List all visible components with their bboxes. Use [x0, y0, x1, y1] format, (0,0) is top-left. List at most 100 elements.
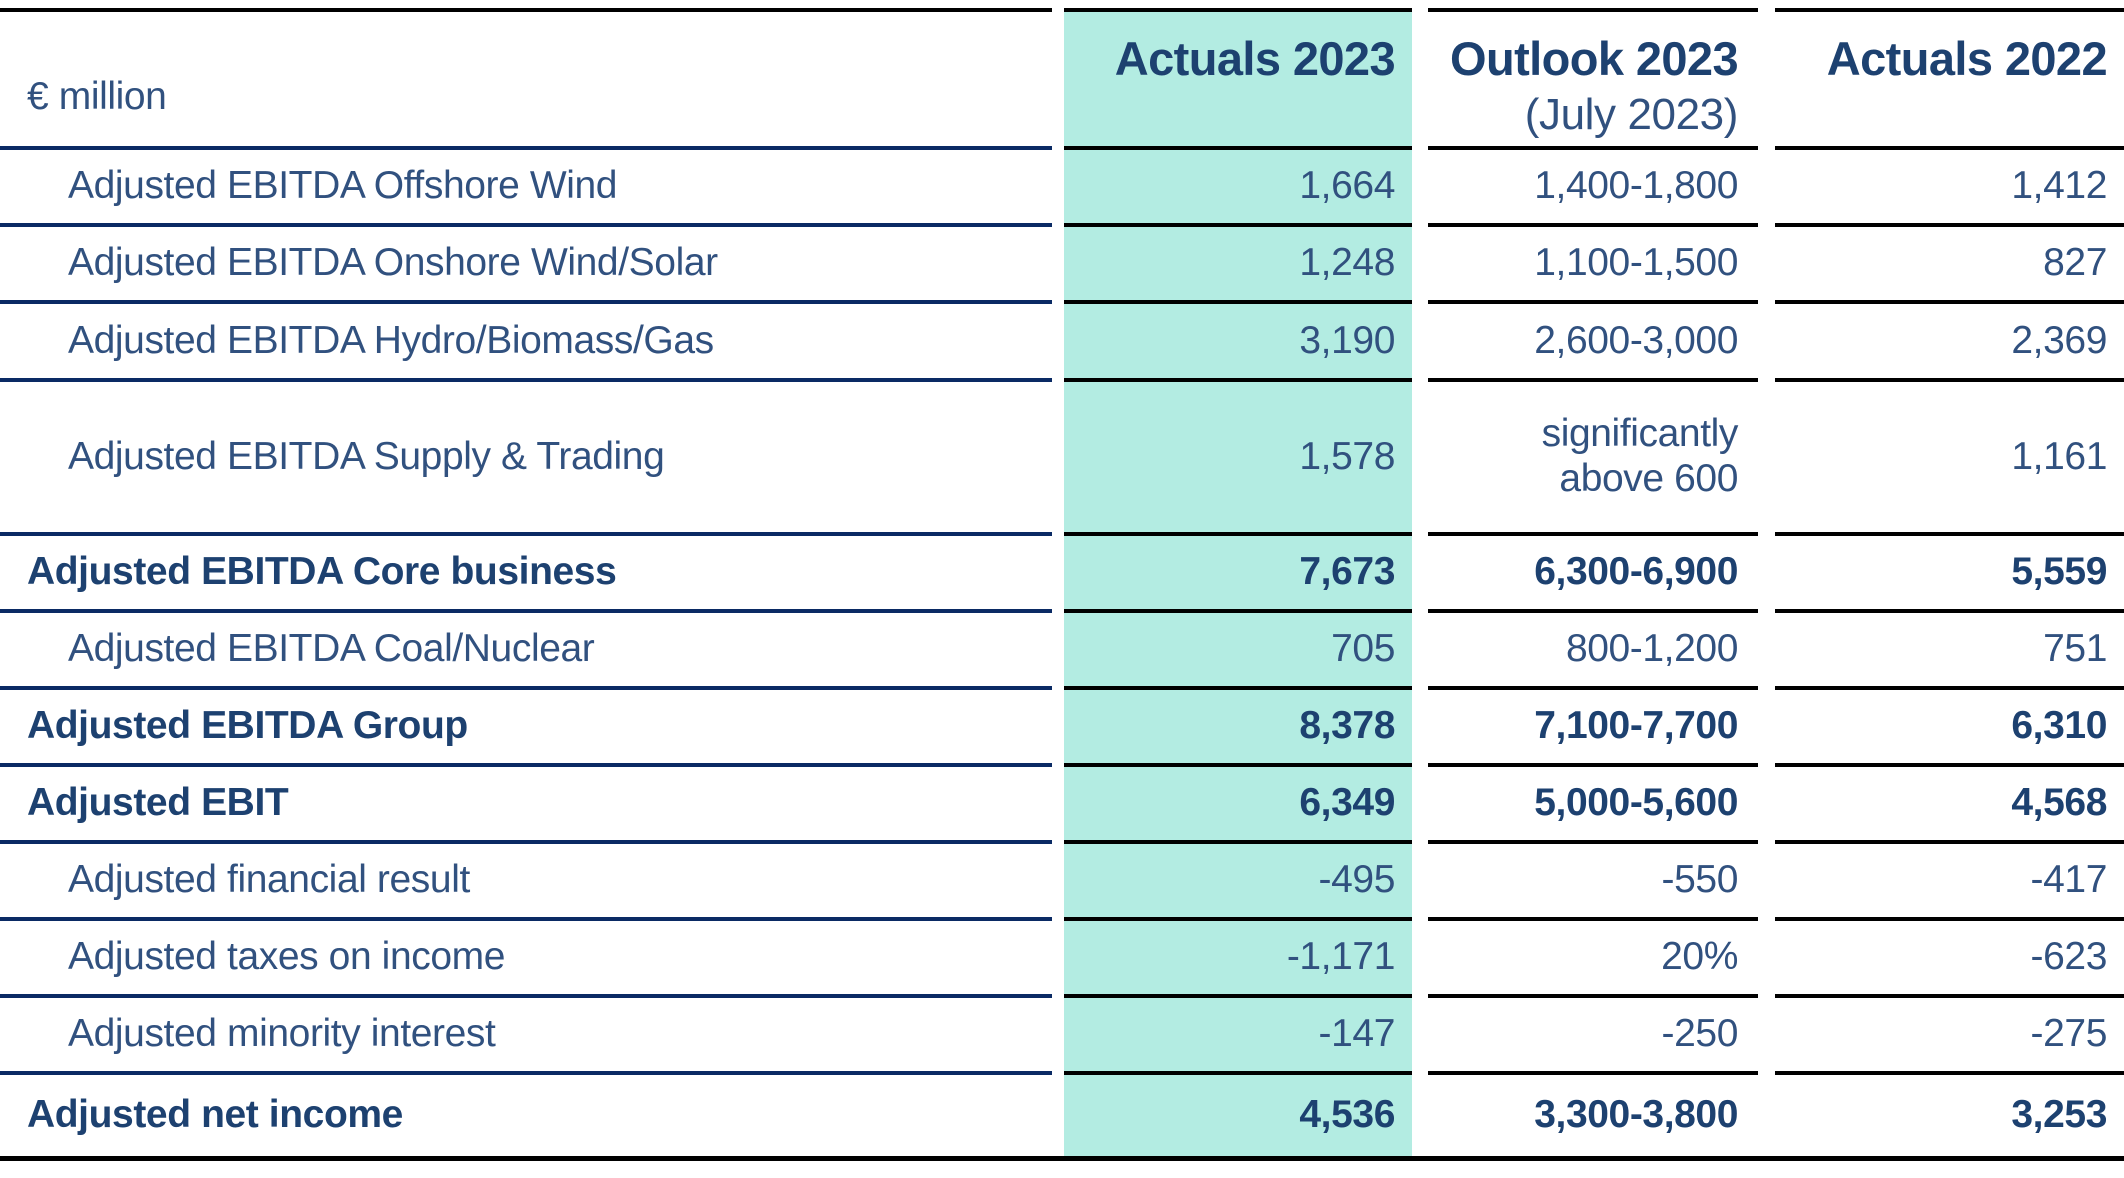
row-label: Adjusted taxes on income: [0, 921, 1052, 998]
column-gap: [1412, 1075, 1428, 1156]
cell-outlook-2023: 1,400-1,800: [1428, 150, 1758, 227]
column-gap: [1052, 767, 1064, 844]
row-label: Adjusted minority interest: [0, 998, 1052, 1075]
cell-outlook-2023: 3,300-3,800: [1534, 1093, 1738, 1137]
row-label: Adjusted EBITDA Supply & Trading: [0, 382, 1052, 536]
row-label: Adjusted financial result: [0, 844, 1052, 921]
table-row: Adjusted EBITDA Core business 7,673 6,30…: [0, 536, 2124, 613]
table-row: Adjusted taxes on income -1,171 20% -623: [0, 921, 2124, 998]
column-gap: [1052, 150, 1064, 227]
financial-table: € million Actuals 2023 Outlook 2023 (Jul…: [0, 8, 2124, 1161]
column-gap: [1412, 227, 1428, 304]
column-gap: [1758, 998, 1775, 1075]
column-gap: [1052, 536, 1064, 613]
row-label: Adjusted EBIT: [0, 767, 1052, 844]
cell-outlook-2023: 1,100-1,500: [1428, 227, 1758, 304]
cell-actuals-2023: 1,664: [1064, 150, 1412, 227]
cell-actuals-2023: 6,349: [1064, 767, 1412, 844]
unit-label: € million: [0, 8, 1052, 150]
table-header-row: € million Actuals 2023 Outlook 2023 (Jul…: [0, 8, 2124, 150]
table-row: Adjusted EBITDA Coal/Nuclear 705 800-1,2…: [0, 613, 2124, 690]
col-header-actuals-2023: Actuals 2023: [1064, 8, 1412, 150]
row-label: Adjusted EBITDA Group: [0, 690, 1052, 767]
column-gap: [1052, 304, 1064, 382]
column-gap: [1412, 613, 1428, 690]
column-gap: [1412, 921, 1428, 998]
column-gap: [1052, 382, 1064, 536]
cell-outlook-2023: -250: [1428, 998, 1758, 1075]
column-gap: [1758, 150, 1775, 227]
column-gap: [1758, 8, 1775, 150]
column-gap: [1758, 921, 1775, 998]
column-gap: [1412, 690, 1428, 767]
column-gap: [1412, 844, 1428, 921]
col-header-outlook-2023-label: Outlook 2023: [1450, 32, 1739, 85]
cell-actuals-2022: 1,412: [1775, 150, 2124, 227]
column-gap: [1052, 921, 1064, 998]
table-row: Adjusted EBIT 6,349 5,000-5,600 4,568: [0, 767, 2124, 844]
column-gap: [1412, 304, 1428, 382]
column-gap: [1052, 227, 1064, 304]
cell-actuals-2023: -147: [1064, 998, 1412, 1075]
cell-actuals-2022: 5,559: [1775, 536, 2124, 613]
cell-actuals-2023: 7,673: [1064, 536, 1412, 613]
row-label: Adjusted EBITDA Hydro/Biomass/Gas: [0, 304, 1052, 382]
cell-actuals-2022: -623: [1775, 921, 2124, 998]
column-gap: [1412, 998, 1428, 1075]
cell-actuals-2022: 3,253: [2011, 1093, 2107, 1137]
column-gap: [1052, 1075, 1064, 1156]
table-row: Adjusted net income 4,536 3,300-3,800 3,…: [0, 1075, 2124, 1156]
cell-actuals-2023: 705: [1064, 613, 1412, 690]
column-gap: [1758, 304, 1775, 382]
table-row: Adjusted EBITDA Hydro/Biomass/Gas 3,190 …: [0, 304, 2124, 382]
column-gap: [1412, 536, 1428, 613]
cell-actuals-2022: -417: [1775, 844, 2124, 921]
table-row: Adjusted minority interest -147 -250 -27…: [0, 998, 2124, 1075]
table-row: Adjusted EBITDA Offshore Wind 1,664 1,40…: [0, 150, 2124, 227]
column-gap: [1758, 613, 1775, 690]
row-label: Adjusted EBITDA Onshore Wind/Solar: [0, 227, 1052, 304]
cell-actuals-2022: 1,161: [1775, 382, 2124, 536]
row-label: Adjusted EBITDA Offshore Wind: [0, 150, 1052, 227]
cell-actuals-2023: 3,190: [1064, 304, 1412, 382]
table-row: Adjusted EBITDA Group 8,378 7,100-7,700 …: [0, 690, 2124, 767]
column-gap: [1758, 227, 1775, 304]
cell-actuals-2023: -1,171: [1064, 921, 1412, 998]
column-gap: [1758, 690, 1775, 767]
column-gap: [1412, 382, 1428, 536]
row-label: Adjusted EBITDA Coal/Nuclear: [0, 613, 1052, 690]
row-label: Adjusted EBITDA Core business: [0, 536, 1052, 613]
column-gap: [1758, 382, 1775, 536]
column-gap: [1412, 150, 1428, 227]
cell-outlook-2023: 800-1,200: [1428, 613, 1758, 690]
column-gap: [1758, 1075, 1775, 1156]
column-gap: [1412, 8, 1428, 150]
column-gap: [1052, 690, 1064, 767]
row-label: Adjusted net income: [27, 1093, 403, 1137]
cell-outlook-2023: 20%: [1428, 921, 1758, 998]
column-gap: [1758, 536, 1775, 613]
col-header-outlook-sublabel: (July 2023): [1524, 90, 1739, 140]
col-header-actuals-2022: Actuals 2022: [1775, 8, 2124, 150]
cell-actuals-2022: 6,310: [1775, 690, 2124, 767]
column-gap: [1052, 613, 1064, 690]
cell-actuals-2022: 827: [1775, 227, 2124, 304]
col-header-outlook-2023: Outlook 2023 (July 2023): [1428, 8, 1758, 150]
column-gap: [1758, 844, 1775, 921]
cell-actuals-2023: 1,578: [1064, 382, 1412, 536]
cell-actuals-2023: -495: [1064, 844, 1412, 921]
cell-actuals-2023: 4,536: [1064, 1075, 1412, 1156]
table-row: Adjusted EBITDA Onshore Wind/Solar 1,248…: [0, 227, 2124, 304]
cell-actuals-2022: 4,568: [1775, 767, 2124, 844]
cell-outlook-2023: 7,100-7,700: [1428, 690, 1758, 767]
cell-actuals-2023: 1,248: [1064, 227, 1412, 304]
table-row: Adjusted financial result -495 -550 -417: [0, 844, 2124, 921]
column-gap: [1052, 998, 1064, 1075]
cell-outlook-2023: 2,600-3,000: [1428, 304, 1758, 382]
cell-actuals-2022: 751: [1775, 613, 2124, 690]
cell-outlook-2023: 6,300-6,900: [1428, 536, 1758, 613]
table-row: Adjusted EBITDA Supply & Trading 1,578 s…: [0, 382, 2124, 536]
cell-outlook-2023: -550: [1428, 844, 1758, 921]
column-gap: [1052, 844, 1064, 921]
column-gap: [1412, 767, 1428, 844]
